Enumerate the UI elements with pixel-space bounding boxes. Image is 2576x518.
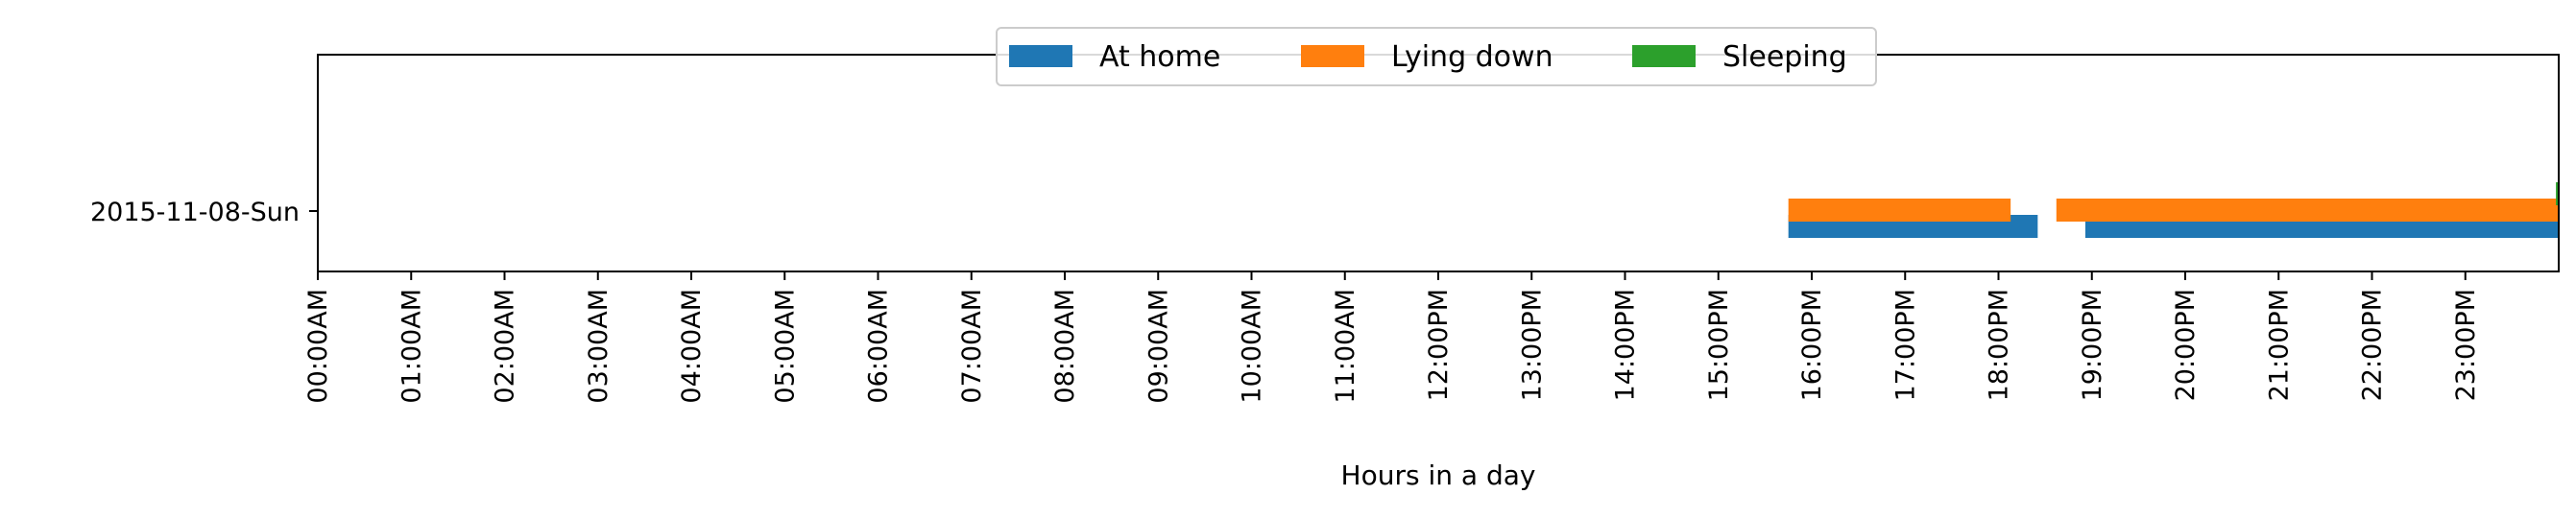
x-axis-ticks: 00:00AM 01:00AM 02:00AM 03:00AM 04:00AM 05:00… xyxy=(303,271,2481,404)
x-tick-label: 09:00AM xyxy=(1144,289,1173,404)
x-tick-label: 14:00PM xyxy=(1611,289,1641,401)
x-axis-label: Hours in a day xyxy=(1341,459,1536,491)
bar-lying-down-1 xyxy=(2056,199,2559,222)
x-tick-label: 07:00AM xyxy=(957,289,987,404)
x-tick-label: 19:00PM xyxy=(2078,289,2107,401)
x-tick-label: 23:00PM xyxy=(2451,289,2481,401)
y-axis-ticks: 2015-11-08-Sun xyxy=(90,198,318,227)
legend-swatch-sleeping xyxy=(1632,45,1696,67)
x-tick-label: 12:00PM xyxy=(1424,289,1454,401)
x-tick-label: 02:00AM xyxy=(491,289,520,404)
x-tick-label: 11:00AM xyxy=(1331,289,1360,404)
activity-bars xyxy=(1788,182,2560,238)
x-tick-label: 01:00AM xyxy=(397,289,426,404)
x-tick-label: 17:00PM xyxy=(1890,289,1920,401)
x-tick-label: 21:00PM xyxy=(2264,289,2294,401)
legend-swatch-at-home xyxy=(1009,45,1072,67)
x-tick-label: 16:00PM xyxy=(1797,289,1827,401)
legend: At home Lying down Sleeping xyxy=(996,27,1877,86)
x-tick-label: 18:00PM xyxy=(1985,289,2014,401)
legend-box xyxy=(996,27,1877,86)
legend-label-at-home: At home xyxy=(1099,40,1220,74)
x-tick-label: 20:00PM xyxy=(2171,289,2201,401)
x-tick-label: 15:00PM xyxy=(1704,289,1734,401)
x-tick-label: 22:00PM xyxy=(2358,289,2388,401)
x-tick-label: 03:00AM xyxy=(584,289,614,404)
plot-frame xyxy=(317,54,2560,272)
x-tick-label: 04:00AM xyxy=(677,289,707,404)
legend-label-sleeping: Sleeping xyxy=(1722,40,1847,74)
bar-lying-down-0 xyxy=(1788,199,2011,222)
y-tick-label: 2015-11-08-Sun xyxy=(90,198,300,227)
legend-label-lying-down: Lying down xyxy=(1391,40,1553,74)
x-tick-label: 08:00AM xyxy=(1050,289,1080,404)
legend-swatch-lying-down xyxy=(1301,45,1364,67)
x-tick-label: 00:00AM xyxy=(303,289,333,404)
bar-sleeping-0 xyxy=(2556,182,2560,205)
x-tick-label: 06:00AM xyxy=(864,289,894,404)
x-tick-label: 05:00AM xyxy=(770,289,800,404)
x-tick-label: 13:00PM xyxy=(1517,289,1547,401)
x-tick-label: 10:00AM xyxy=(1238,289,1267,404)
